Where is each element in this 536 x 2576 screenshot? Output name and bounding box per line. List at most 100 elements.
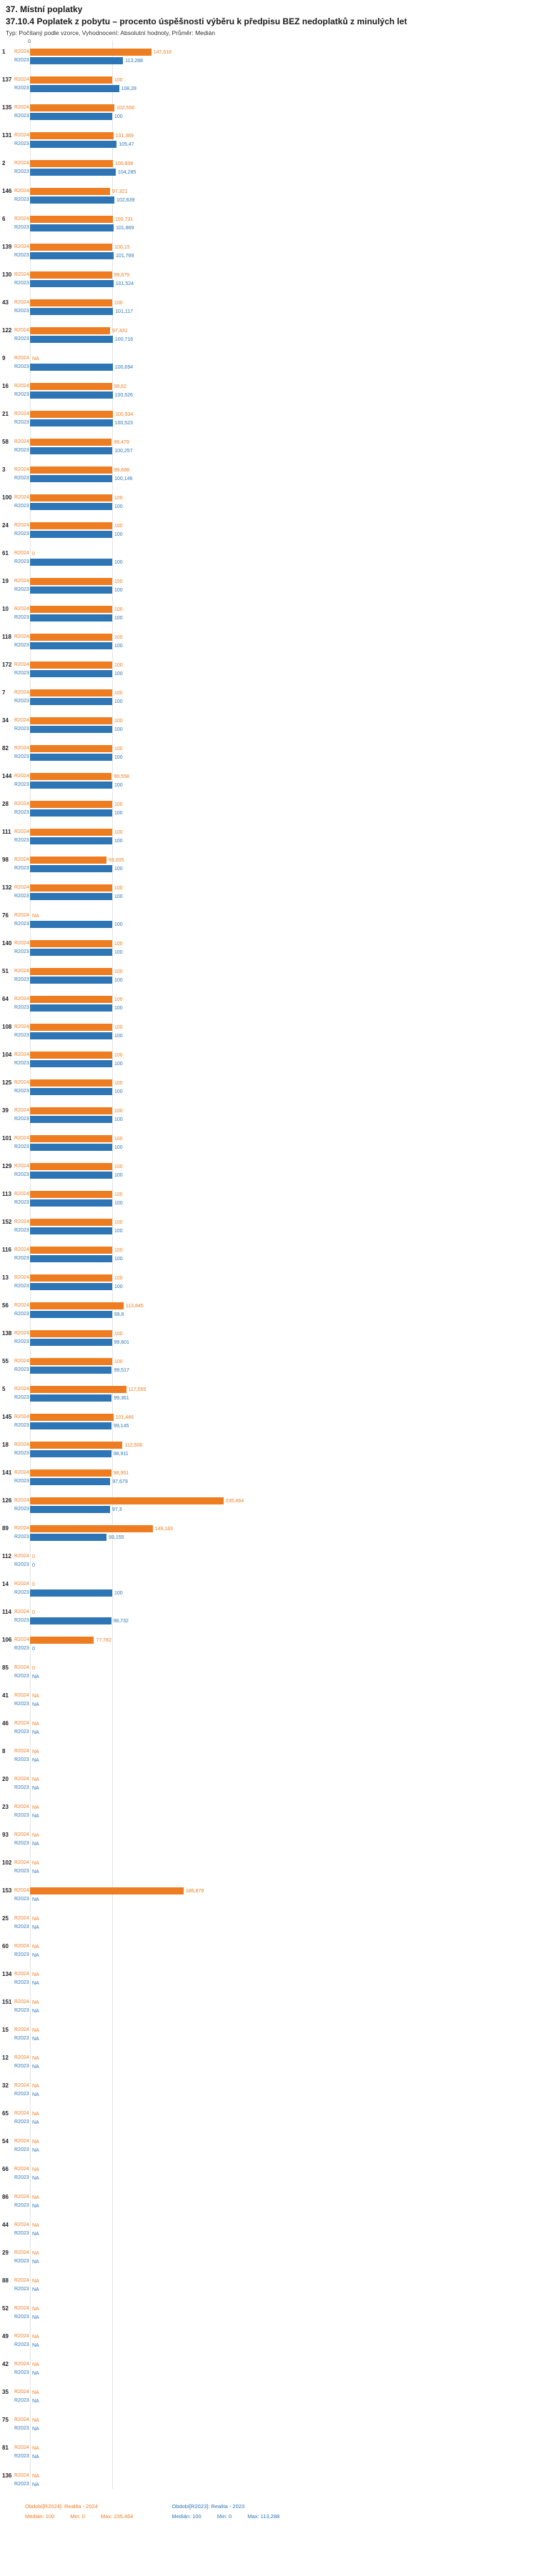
series-label-r2023: R2023 [14,2147,29,2153]
value-label-r2024: NA [32,1777,39,1782]
row-rank: 42 [2,2361,9,2368]
bar-row-r2024: R2024 0 [14,549,536,558]
bar-row-r2024: R2024 93,005 [14,856,536,864]
bar-r2024 [30,1079,112,1087]
value-label-r2023: 98,732 [113,1618,129,1624]
bar-row-r2024: R2024 100 [14,76,536,84]
row-bars: R2024 100 R2023 100 [14,1079,536,1096]
bar-r2024 [30,1247,112,1254]
row-bars: R2024 112,508 R2023 98,911 [14,1441,536,1458]
bar-row-r2024: R2024 NA [14,2026,536,2035]
row-rank: 130 [2,271,12,279]
chart-row-group: 101 R2024 100 R2023 100 [0,1134,536,1152]
bar-row-r2024: R2024 100 [14,1218,536,1227]
series-label-r2024: R2024 [14,1944,29,1950]
series-label-r2023: R2023 [14,1590,29,1596]
chart-row-group: 13 R2024 100 R2023 100 [0,1274,536,1291]
value-label-r2024: NA [32,2445,39,2451]
row-bars: R2024 100 R2023 100 [14,1190,536,1207]
row-rank: 86 [2,2194,9,2201]
bar-row-r2023: R2023 93,155 [14,1533,536,1542]
series-label-r2023: R2023 [14,1785,29,1791]
value-label-r2024: NA [32,2167,39,2172]
bar-row-r2023: R2023 101,524 [14,279,536,288]
bar-row-r2024: R2024 99,62 [14,382,536,391]
bar-row-r2023: R2023 100 [14,669,536,678]
row-bars: R2024 NA R2023 NA [14,1719,536,1737]
bar-r2023 [30,809,112,817]
value-label-r2023: NA [32,2370,39,2376]
row-rank: 113 [2,1191,11,1198]
value-label-r2024: 117,055 [128,1387,147,1392]
legend-median-r2023: Medián: 100 [172,2513,202,2520]
bar-row-r2023: R2023 104,285 [14,168,536,176]
value-label-r2023: NA [32,2231,39,2237]
row-bars: R2024 NA R2023 NA [14,2165,536,2182]
chart-row-group: 104 R2024 100 R2023 100 [0,1051,536,1068]
bar-r2024 [30,1469,111,1477]
bar-row-r2023: R2023 100 [14,892,536,901]
chart-row-group: 8 R2024 NA R2023 NA [0,1747,536,1764]
series-label-r2023: R2023 [14,1395,29,1401]
series-label-r2024: R2024 [14,133,29,139]
row-rank: 32 [2,2082,9,2090]
series-label-r2023: R2023 [14,587,29,593]
bar-row-r2023: R2023 NA [14,1923,536,1932]
row-rank: 60 [2,1943,9,1950]
value-label-r2023: NA [32,2398,39,2404]
value-label-r2023: 100 [114,1200,123,1206]
series-label-r2023: R2023 [14,2426,29,2432]
row-bars: R2024 NA R2023 NA [14,2277,536,2294]
chart-row-group: 136 R2024 NA R2023 NA [0,2472,536,2489]
bar-row-r2023: R2023 NA [14,2369,536,2377]
series-label-r2024: R2024 [14,2111,29,2117]
value-label-r2023: 100 [114,782,123,788]
value-label-r2023: 100 [114,1228,123,1234]
bar-row-r2024: R2024 100 [14,1329,536,1338]
bar-r2023 [30,586,112,594]
row-rank: 139 [2,244,12,251]
row-bars: R2024 NA R2023 NA [14,2472,536,2489]
value-label-r2023: 100,694 [114,364,134,370]
row-bars: R2024 97,321 R2023 102,639 [14,187,536,204]
row-bars: R2024 100 R2023 100 [14,1246,536,1263]
bar-r2023 [30,1339,112,1347]
bar-r2024 [30,578,112,586]
bar-r2024 [30,1497,224,1505]
bar-r2023 [30,447,113,455]
bar-row-r2024: R2024 147,618 [14,48,536,56]
bar-row-r2024: R2024 NA [14,1692,536,1700]
series-label-r2023: R2023 [14,1061,29,1067]
series-label-r2023: R2023 [14,1980,29,1986]
series-label-r2024: R2024 [14,2417,29,2423]
bar-row-r2024: R2024 0 [14,1608,536,1617]
bar-r2023 [30,419,113,427]
row-bars: R2024 99,558 R2023 100 [14,772,536,789]
bar-row-r2023: R2023 NA [14,2257,536,2266]
chart-row-group: 118 R2024 100 R2023 100 [0,633,536,650]
bar-row-r2024: R2024 100 [14,800,536,809]
row-rank: 18 [2,1442,9,1449]
value-label-r2023: NA [32,1813,39,1819]
value-label-r2024: 100 [114,495,123,501]
chart-row-group: 7 R2024 100 R2023 100 [0,689,536,706]
bar-row-r2023: R2023 100 [14,837,536,845]
bar-r2024 [30,188,110,196]
series-label-r2023: R2023 [14,2175,29,2181]
chart-row-group: 82 R2024 100 R2023 100 [0,744,536,762]
bar-row-r2023: R2023 NA [14,1756,536,1764]
bar-row-r2023: R2023 100 [14,1282,536,1291]
row-bars: R2024 NA R2023 NA [14,1859,536,1876]
row-rank: 118 [2,634,11,641]
bar-row-r2024: R2024 NA [14,2193,536,2202]
row-rank: 81 [2,2445,9,2452]
bar-r2023 [30,1116,112,1124]
value-label-r2024: 100 [114,1192,123,1197]
bar-r2024 [30,773,112,781]
bar-row-r2023: R2023 NA [14,2425,536,2433]
value-label-r2023: 108,28 [121,86,137,91]
chart-row-group: 41 R2024 NA R2023 NA [0,1692,536,1709]
value-label-r2023: 100 [114,531,123,537]
bar-row-r2024: R2024 186,879 [14,1887,536,1895]
row-rank: 20 [2,1776,9,1783]
